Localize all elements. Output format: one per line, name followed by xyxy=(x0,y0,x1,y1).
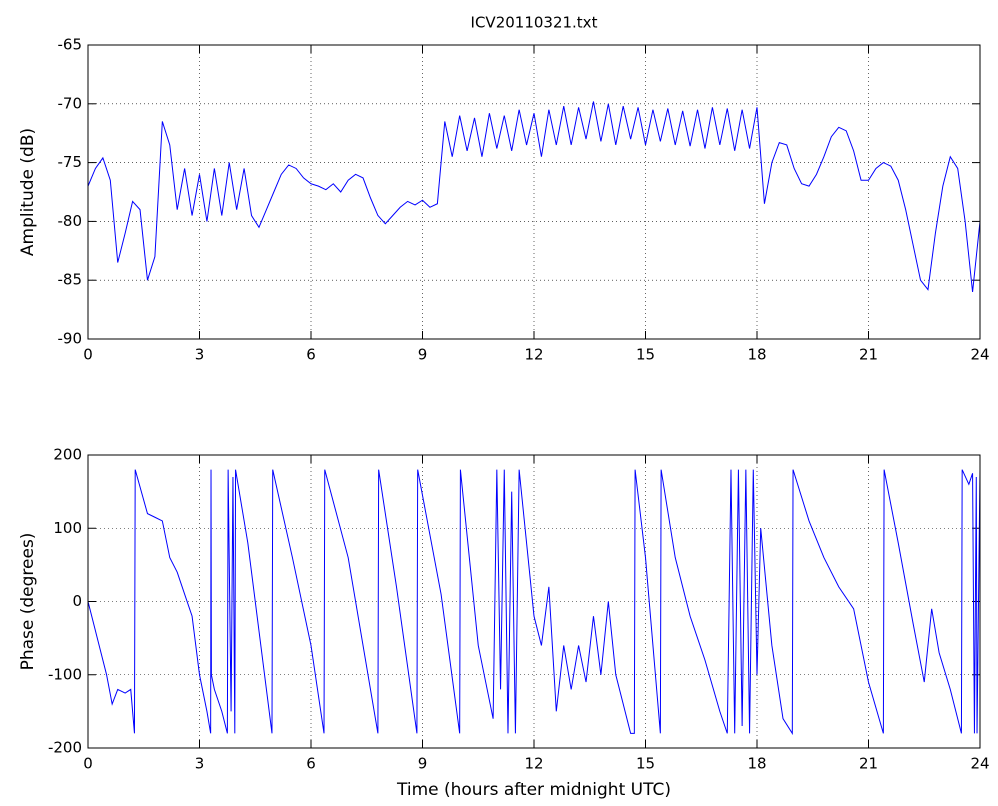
axes-frame xyxy=(87,454,981,749)
y-tick-label: -90 xyxy=(58,330,83,348)
data-line xyxy=(87,101,981,293)
data-line xyxy=(87,469,981,736)
chart-title: ICV20110321.txt xyxy=(471,14,598,32)
x-tick-label: 9 xyxy=(418,755,428,773)
x-tick-label: 3 xyxy=(195,346,205,364)
x-tick-label: 21 xyxy=(859,346,878,364)
y-tick-label: -100 xyxy=(48,665,82,683)
x-tick-label: 6 xyxy=(306,755,316,773)
y-tick-label: 100 xyxy=(53,519,82,537)
x-tick-label: 0 xyxy=(83,755,93,773)
x-tick-label: 21 xyxy=(859,755,878,773)
y-tick-label: 200 xyxy=(53,446,82,464)
x-tick-label: 15 xyxy=(636,755,655,773)
y-axis-label: Amplitude (dB) xyxy=(18,128,38,256)
y-tick-label: 0 xyxy=(72,592,82,610)
y-tick-label: -75 xyxy=(58,153,83,171)
x-tick-label: 24 xyxy=(970,755,989,773)
x-tick-label: 15 xyxy=(636,346,655,364)
x-tick-label: 18 xyxy=(747,346,766,364)
y-tick-label: -200 xyxy=(48,739,82,757)
x-tick-label: 6 xyxy=(306,346,316,364)
y-tick-label: -65 xyxy=(58,36,83,54)
x-tick-label: 0 xyxy=(83,346,93,364)
y-tick-label: -70 xyxy=(58,94,83,112)
axes-frame xyxy=(87,44,981,340)
x-tick-label: 9 xyxy=(418,346,428,364)
x-tick-label: 12 xyxy=(524,755,543,773)
x-tick-label: 3 xyxy=(195,755,205,773)
x-tick-label: 24 xyxy=(970,346,989,364)
x-axis-label: Time (hours after midnight UTC) xyxy=(396,780,671,800)
y-tick-label: -85 xyxy=(58,271,83,289)
y-axis-label: Phase (degrees) xyxy=(18,533,38,671)
y-tick-label: -80 xyxy=(58,212,83,230)
x-tick-label: 18 xyxy=(747,755,766,773)
x-tick-label: 12 xyxy=(524,346,543,364)
